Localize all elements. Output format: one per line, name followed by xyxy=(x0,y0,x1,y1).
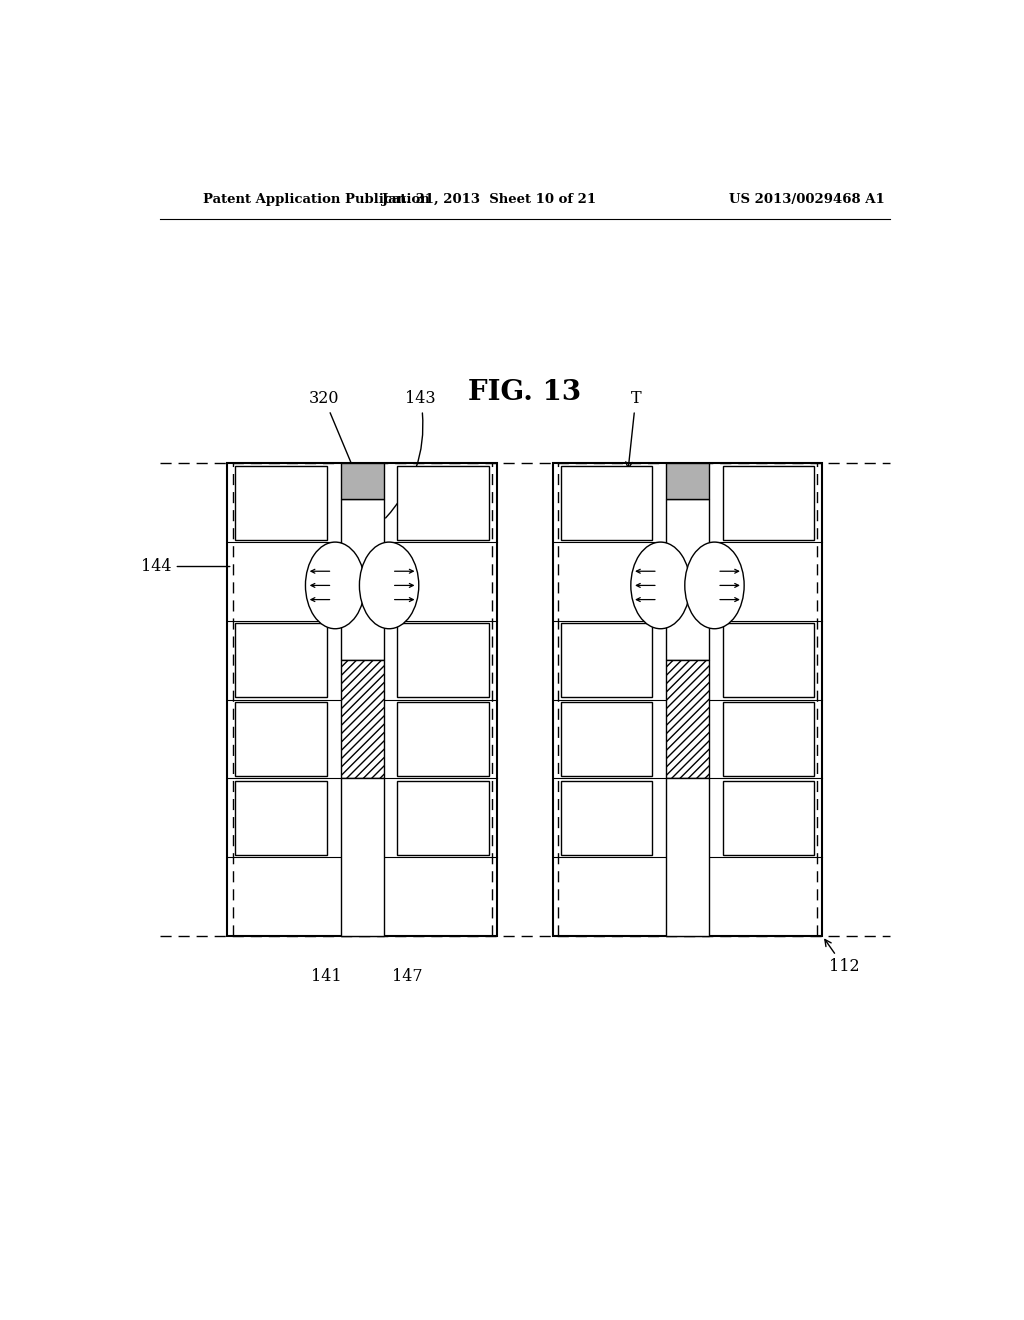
Bar xyxy=(236,623,327,697)
Text: 147: 147 xyxy=(392,969,423,986)
Bar xyxy=(561,623,652,697)
Bar xyxy=(723,623,814,697)
Bar xyxy=(666,463,709,499)
Bar xyxy=(236,780,327,855)
Bar xyxy=(723,466,814,540)
Text: Jan. 31, 2013  Sheet 10 of 21: Jan. 31, 2013 Sheet 10 of 21 xyxy=(382,193,596,206)
Bar xyxy=(236,702,327,776)
Bar xyxy=(561,466,652,540)
Ellipse shape xyxy=(305,543,365,628)
Bar xyxy=(666,660,709,779)
Bar xyxy=(341,660,384,779)
Text: US 2013/0029468 A1: US 2013/0029468 A1 xyxy=(729,193,885,206)
Bar xyxy=(236,466,327,540)
Text: 141: 141 xyxy=(311,969,342,986)
Bar xyxy=(723,780,814,855)
Text: Patent Application Publication: Patent Application Publication xyxy=(204,193,430,206)
Bar xyxy=(397,780,488,855)
Text: 112: 112 xyxy=(825,940,859,975)
Text: 143: 143 xyxy=(386,391,436,517)
Bar xyxy=(397,466,488,540)
Bar xyxy=(227,463,497,936)
Ellipse shape xyxy=(359,543,419,628)
Bar xyxy=(666,779,709,936)
Ellipse shape xyxy=(685,543,744,628)
Bar xyxy=(666,499,709,660)
Bar xyxy=(341,463,384,499)
Bar xyxy=(723,702,814,776)
Bar xyxy=(341,779,384,936)
Ellipse shape xyxy=(631,543,690,628)
Text: FIG. 13: FIG. 13 xyxy=(468,379,582,405)
Bar xyxy=(397,623,488,697)
Text: 320: 320 xyxy=(309,391,355,474)
Bar xyxy=(397,702,488,776)
Bar xyxy=(561,780,652,855)
Bar xyxy=(553,463,822,936)
Text: T: T xyxy=(626,391,641,469)
Bar xyxy=(341,499,384,660)
Bar xyxy=(561,702,652,776)
Text: 144: 144 xyxy=(141,558,229,576)
